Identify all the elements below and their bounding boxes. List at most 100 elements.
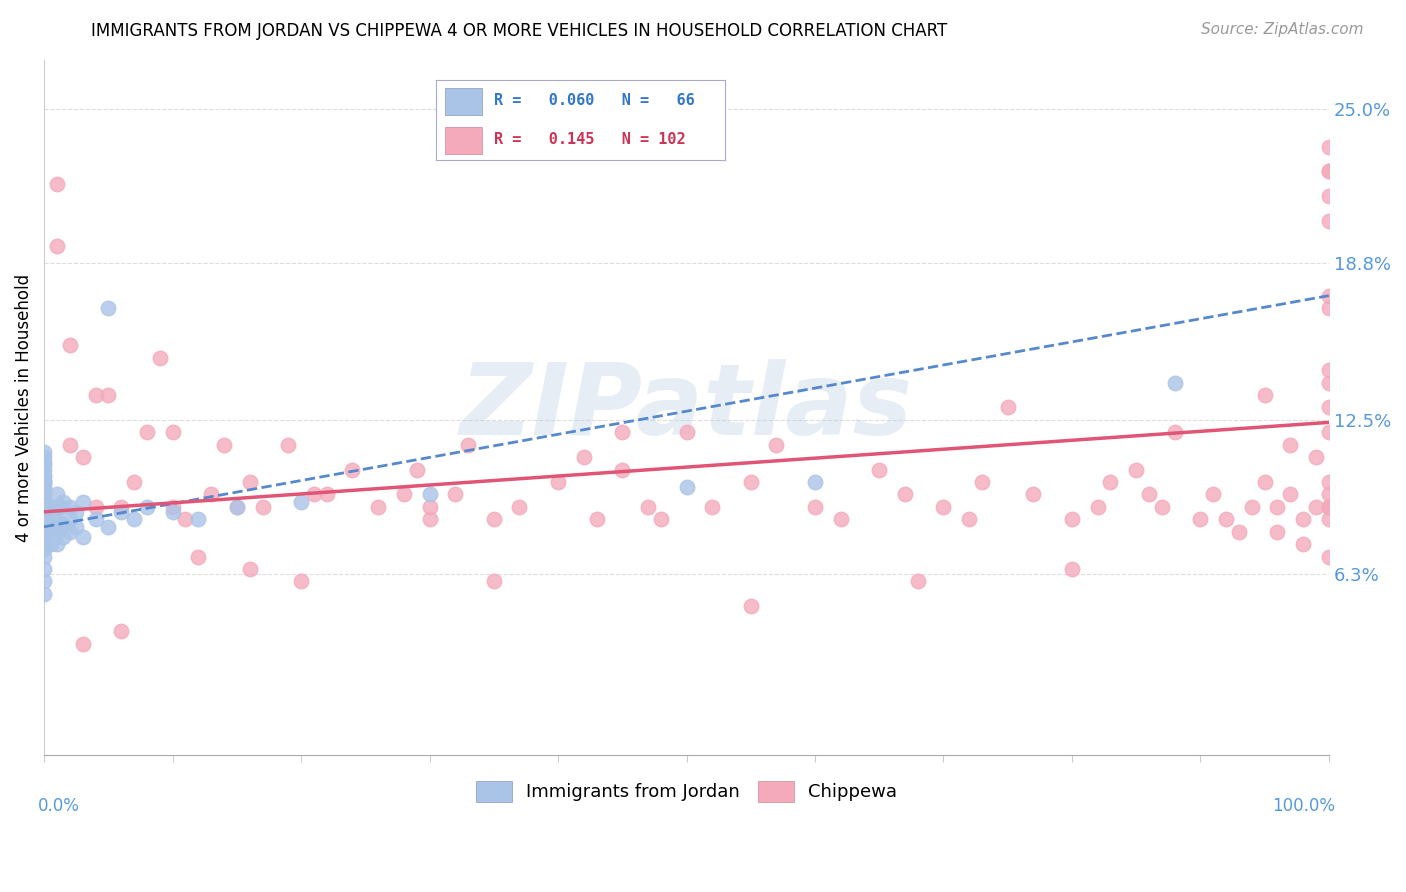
Immigrants from Jordan [65, 505, 87, 519]
Chippewa [1317, 500, 1340, 514]
Chippewa [1150, 500, 1173, 514]
Chippewa [174, 512, 197, 526]
Chippewa [1267, 524, 1289, 539]
Chippewa [1317, 425, 1340, 440]
Chippewa [1317, 376, 1340, 390]
Chippewa [585, 512, 607, 526]
Chippewa [342, 462, 364, 476]
Immigrants from Jordan [72, 495, 94, 509]
Chippewa [1137, 487, 1160, 501]
Chippewa [957, 512, 980, 526]
Chippewa [1317, 487, 1340, 501]
Chippewa [637, 500, 659, 514]
Chippewa [1317, 500, 1340, 514]
Immigrants from Jordan [32, 475, 55, 489]
Chippewa [1317, 288, 1340, 302]
Chippewa [1189, 512, 1212, 526]
Immigrants from Jordan [32, 524, 55, 539]
Chippewa [1279, 487, 1302, 501]
Chippewa [135, 425, 157, 440]
Immigrants from Jordan [32, 483, 55, 497]
Chippewa [72, 450, 94, 465]
Chippewa [1317, 301, 1340, 315]
Immigrants from Jordan [32, 520, 55, 534]
Immigrants from Jordan [52, 530, 75, 544]
Immigrants from Jordan [32, 587, 55, 601]
Immigrants from Jordan [804, 475, 827, 489]
Chippewa [1317, 139, 1340, 153]
Text: IMMIGRANTS FROM JORDAN VS CHIPPEWA 4 OR MORE VEHICLES IN HOUSEHOLD CORRELATION C: IMMIGRANTS FROM JORDAN VS CHIPPEWA 4 OR … [91, 22, 948, 40]
Chippewa [72, 636, 94, 650]
Y-axis label: 4 or more Vehicles in Household: 4 or more Vehicles in Household [15, 274, 32, 541]
Immigrants from Jordan [32, 500, 55, 514]
Immigrants from Jordan [32, 542, 55, 557]
Immigrants from Jordan [59, 524, 82, 539]
Chippewa [1317, 164, 1340, 178]
Chippewa [482, 512, 505, 526]
Chippewa [1317, 500, 1340, 514]
Immigrants from Jordan [65, 520, 87, 534]
Chippewa [392, 487, 415, 501]
Chippewa [367, 500, 389, 514]
Chippewa [1253, 388, 1275, 402]
Immigrants from Jordan [46, 537, 69, 551]
Chippewa [508, 500, 530, 514]
Chippewa [212, 438, 235, 452]
Immigrants from Jordan [32, 505, 55, 519]
Chippewa [1164, 425, 1187, 440]
Chippewa [830, 512, 852, 526]
Chippewa [1305, 450, 1327, 465]
Immigrants from Jordan [162, 505, 184, 519]
Chippewa [1240, 500, 1263, 514]
Chippewa [572, 450, 595, 465]
Immigrants from Jordan [187, 512, 209, 526]
Chippewa [765, 438, 787, 452]
Immigrants from Jordan [32, 450, 55, 465]
Immigrants from Jordan [1164, 376, 1187, 390]
Chippewa [547, 475, 569, 489]
Immigrants from Jordan [135, 500, 157, 514]
Chippewa [675, 425, 697, 440]
Chippewa [1305, 500, 1327, 514]
Immigrants from Jordan [32, 475, 55, 489]
Chippewa [225, 500, 247, 514]
Chippewa [1317, 363, 1340, 377]
Chippewa [252, 500, 274, 514]
Immigrants from Jordan [32, 500, 55, 514]
Immigrants from Jordan [46, 487, 69, 501]
Chippewa [200, 487, 222, 501]
Immigrants from Jordan [32, 508, 55, 522]
Chippewa [84, 388, 107, 402]
Immigrants from Jordan [97, 301, 120, 315]
Chippewa [277, 438, 299, 452]
Chippewa [1060, 512, 1083, 526]
Chippewa [1292, 512, 1315, 526]
Immigrants from Jordan [97, 520, 120, 534]
Text: ZIPatlas: ZIPatlas [460, 359, 912, 456]
Chippewa [97, 388, 120, 402]
Chippewa [740, 475, 762, 489]
Immigrants from Jordan [84, 512, 107, 526]
Chippewa [932, 500, 955, 514]
Immigrants from Jordan [32, 458, 55, 472]
Immigrants from Jordan [32, 537, 55, 551]
Chippewa [1317, 401, 1340, 415]
Chippewa [1317, 549, 1340, 564]
Immigrants from Jordan [32, 445, 55, 459]
Chippewa [740, 599, 762, 614]
Chippewa [868, 462, 890, 476]
Chippewa [1317, 189, 1340, 203]
Immigrants from Jordan [32, 470, 55, 484]
Immigrants from Jordan [32, 455, 55, 469]
Chippewa [1279, 438, 1302, 452]
Chippewa [1227, 524, 1250, 539]
Chippewa [239, 475, 262, 489]
Chippewa [315, 487, 337, 501]
Chippewa [650, 512, 672, 526]
Chippewa [46, 239, 69, 253]
Immigrants from Jordan [675, 480, 697, 494]
Immigrants from Jordan [32, 467, 55, 482]
Chippewa [444, 487, 467, 501]
Immigrants from Jordan [110, 505, 132, 519]
Chippewa [405, 462, 427, 476]
